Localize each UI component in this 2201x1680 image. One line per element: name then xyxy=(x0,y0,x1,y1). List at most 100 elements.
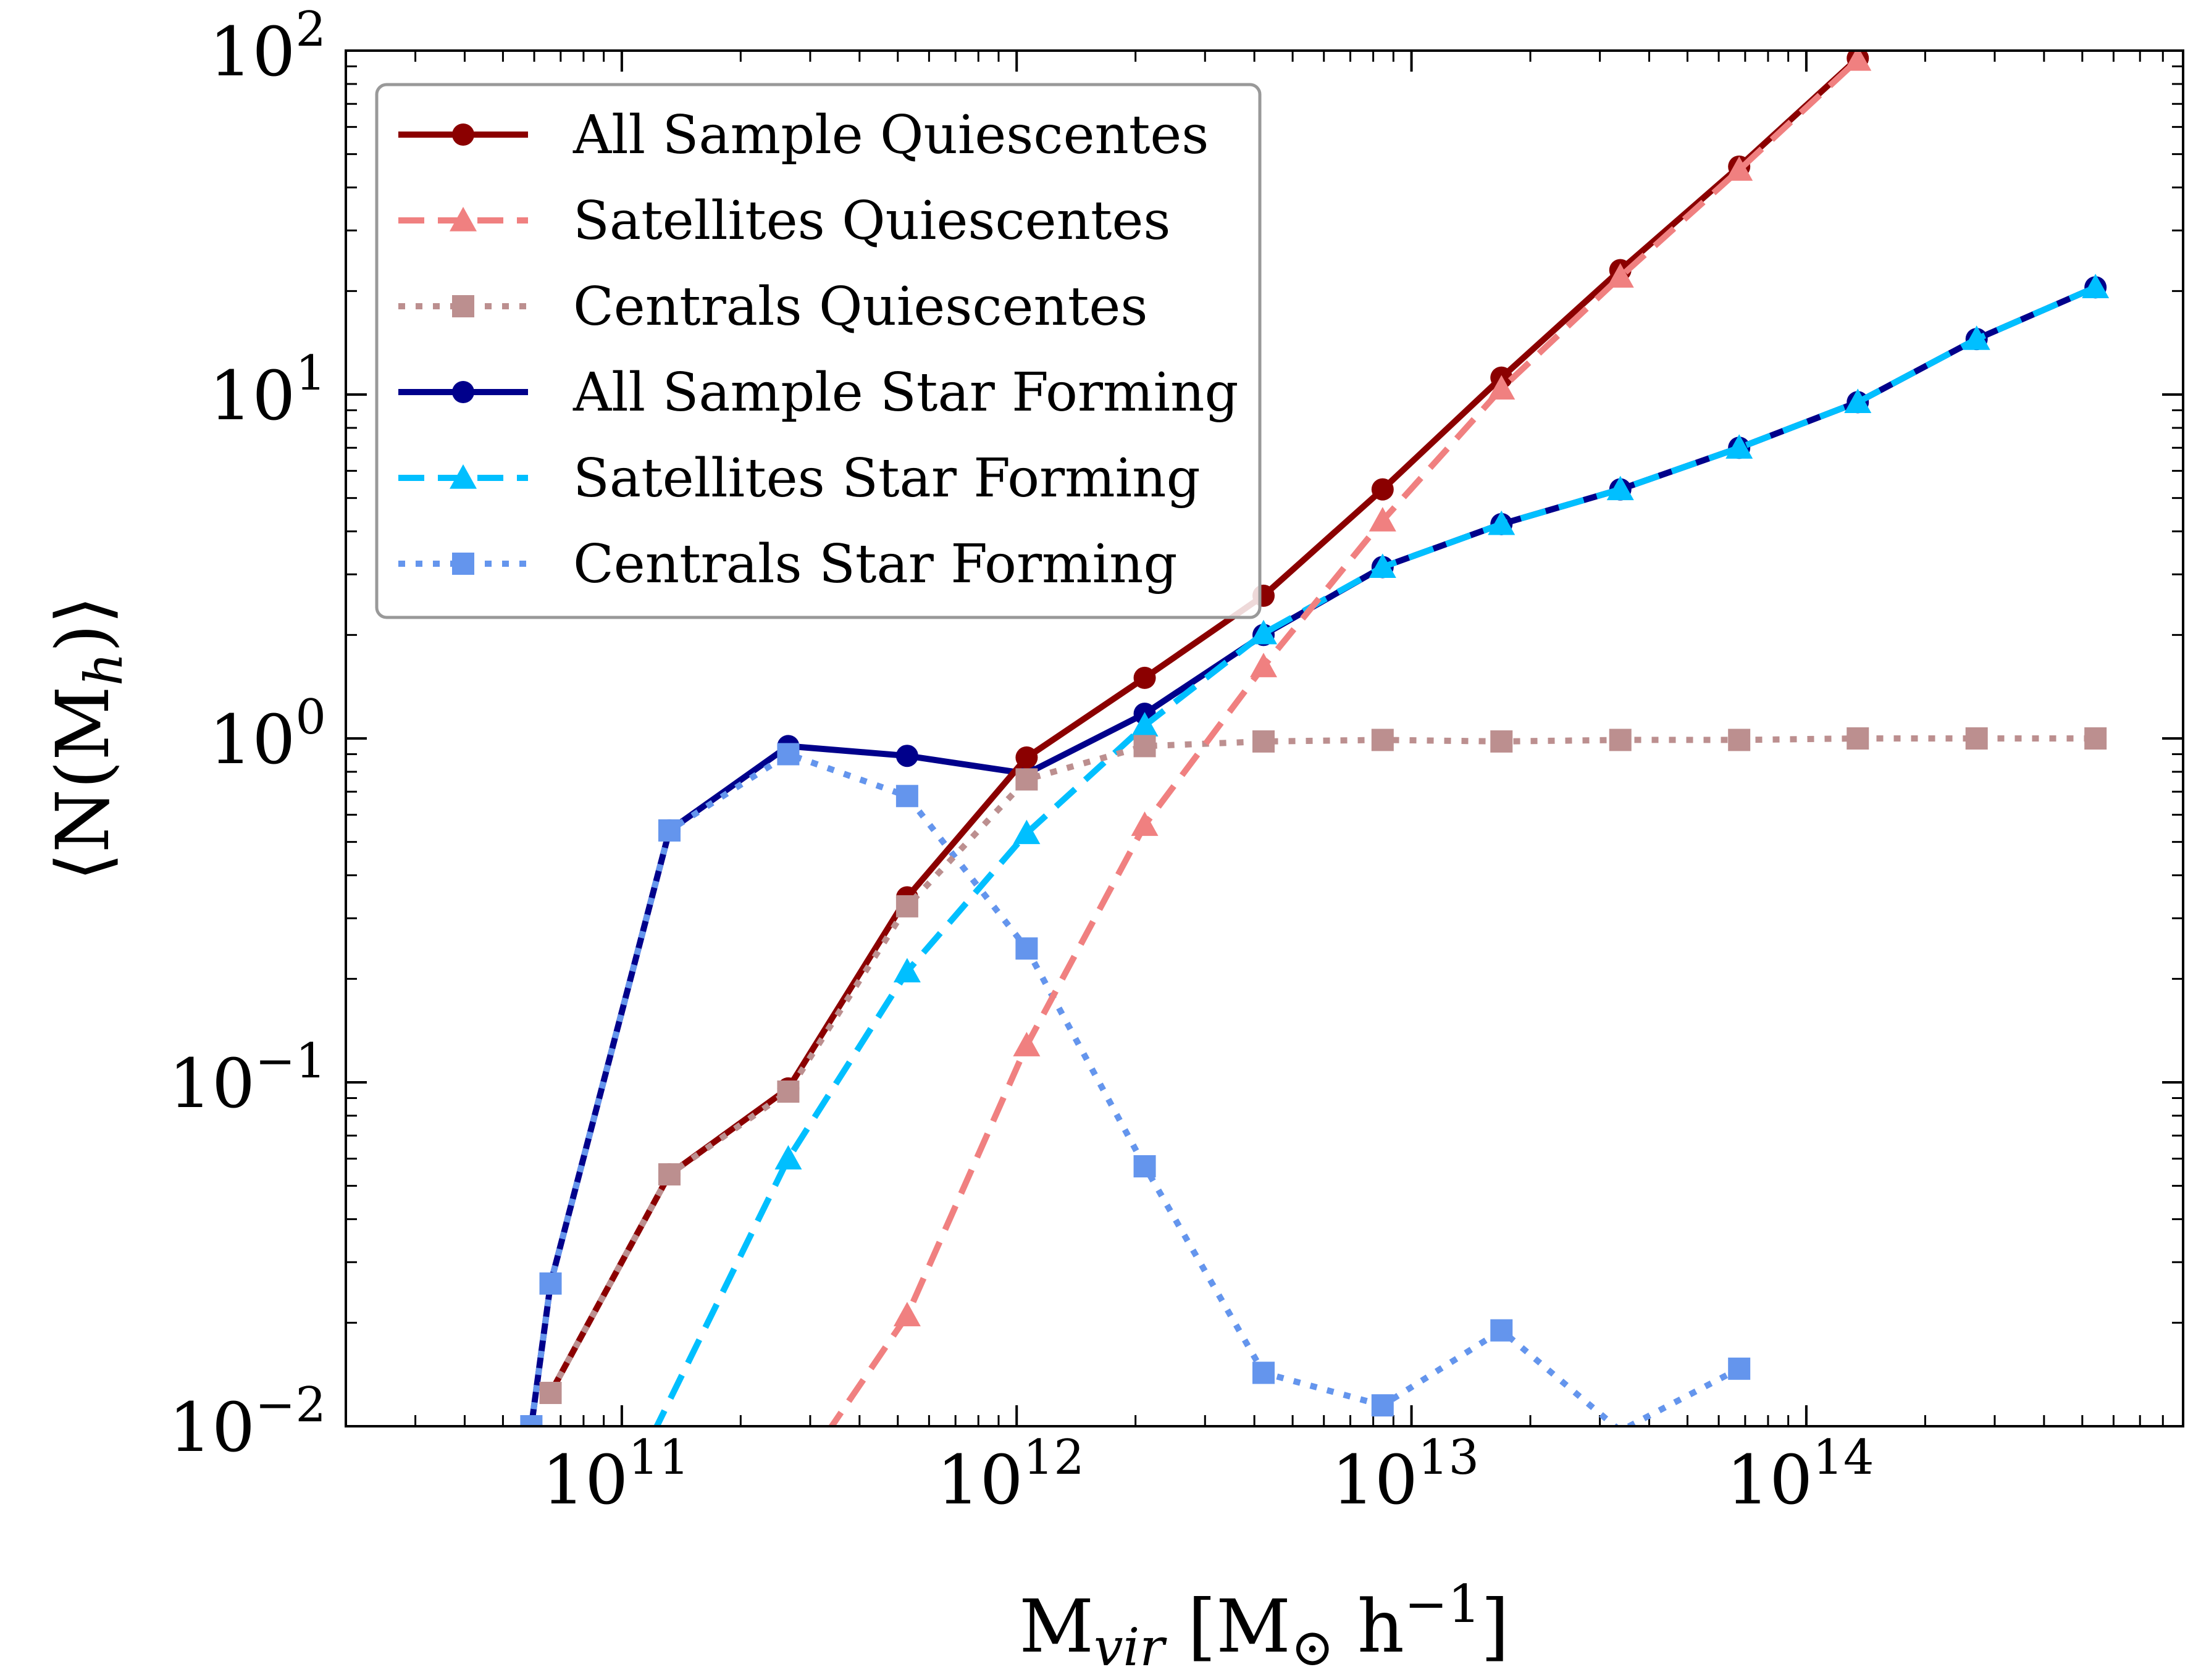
data-point xyxy=(1844,51,1872,71)
legend-entry: Satellites Quiescentes xyxy=(398,190,1171,252)
y-axis-sub: h xyxy=(73,653,134,686)
data-point xyxy=(1015,746,1038,769)
x-tick-exp: 13 xyxy=(1418,1430,1479,1486)
data-point xyxy=(2082,274,2110,298)
x-axis-h: h xyxy=(1334,1584,1404,1669)
y-tick-label: 10−2 xyxy=(169,1377,326,1467)
data-point xyxy=(1250,653,1278,677)
minor-ticks xyxy=(345,51,2184,1426)
y-tick-base: 10 xyxy=(209,700,295,779)
data-point xyxy=(1371,478,1394,501)
data-point xyxy=(658,819,681,842)
data-point xyxy=(895,785,918,808)
data-point xyxy=(777,1080,800,1103)
x-tick-label: 1013 xyxy=(1331,1430,1479,1519)
series-6 xyxy=(520,743,1751,1426)
legend-entry: Centrals Quiescentes xyxy=(398,276,1147,338)
series-layer xyxy=(520,51,2110,1426)
data-point xyxy=(1371,729,1394,751)
y-tick-base: 10 xyxy=(169,1044,255,1123)
y-tick-base: 10 xyxy=(209,12,295,91)
data-point xyxy=(1371,1394,1394,1417)
data-point xyxy=(1965,727,1988,750)
x-axis-sub: vir xyxy=(1094,1617,1167,1678)
y-tick-label: 102 xyxy=(209,2,326,91)
legend-label: Satellites Star Forming xyxy=(573,448,1201,509)
legend-marker xyxy=(452,553,474,575)
y-axis-title: ⟨N(Mh)⟩ xyxy=(40,596,134,881)
y-tick-exp: 0 xyxy=(295,690,326,745)
data-point xyxy=(1490,1319,1513,1342)
data-point xyxy=(1488,510,1516,535)
legend-label: Satellites Quiescentes xyxy=(573,190,1171,252)
legend: All Sample Quiescentes Satellites Quiesce… xyxy=(375,83,1262,619)
data-point xyxy=(777,743,800,766)
data-point xyxy=(1252,1361,1275,1384)
legend-marker xyxy=(452,123,474,146)
y-tick-exp: 1 xyxy=(295,346,326,401)
legend-label: All Sample Quiescentes xyxy=(572,104,1209,166)
legend-marker xyxy=(452,381,474,403)
data-point xyxy=(539,1382,562,1405)
x-axis-close: ] xyxy=(1481,1584,1509,1669)
data-point xyxy=(893,958,921,983)
data-point xyxy=(1131,811,1159,836)
legend-frame xyxy=(375,83,1262,619)
data-point xyxy=(658,1163,681,1186)
plot-frame xyxy=(345,49,2184,1427)
data-point xyxy=(1252,730,1275,753)
series-2 xyxy=(828,51,1872,1426)
x-axis-title: Mvir [M⊙ h−1] xyxy=(1019,1574,1509,1678)
data-point xyxy=(893,1302,921,1327)
data-point xyxy=(1844,388,1872,414)
legend-marker xyxy=(450,464,477,489)
data-point xyxy=(1015,768,1038,791)
y-tick-exp: −1 xyxy=(255,1034,326,1089)
x-axis-base: M xyxy=(1019,1584,1094,1669)
y-tick-exp: −2 xyxy=(255,1377,326,1433)
data-point xyxy=(1369,553,1396,579)
x-tick-exp: 14 xyxy=(1813,1430,1874,1486)
x-tick-exp: 12 xyxy=(1023,1430,1084,1486)
data-point xyxy=(1488,375,1516,400)
data-point xyxy=(520,1415,543,1426)
data-point xyxy=(1131,712,1159,737)
x-tick-exp: 11 xyxy=(628,1430,689,1486)
x-tick-base: 10 xyxy=(1331,1440,1418,1519)
y-tick-base: 10 xyxy=(169,1388,255,1467)
x-tick-label: 1014 xyxy=(1726,1430,1874,1519)
data-point xyxy=(1015,937,1038,960)
data-point xyxy=(1490,730,1513,753)
series-3 xyxy=(539,727,2107,1405)
legend-entry: Centrals Star Forming xyxy=(398,533,1178,595)
x-axis-rest: [M xyxy=(1165,1584,1291,1669)
legend-label: Centrals Quiescentes xyxy=(573,276,1147,338)
data-point xyxy=(1369,507,1396,532)
series-line xyxy=(528,751,1741,1426)
y-tick-exp: 2 xyxy=(295,2,326,57)
y-tick-label: 100 xyxy=(209,690,326,779)
x-tick-base: 10 xyxy=(542,1440,628,1519)
series-5 xyxy=(653,274,2110,1426)
x-tick-labels: 1011 1012 1013 1014 xyxy=(542,1430,1874,1519)
legend-entry: All Sample Quiescentes xyxy=(398,104,1209,166)
x-tick-base: 10 xyxy=(1726,1440,1813,1519)
legend-marker xyxy=(452,295,474,317)
data-point xyxy=(1725,434,1753,459)
series-line xyxy=(548,56,1860,1395)
data-point xyxy=(774,1145,802,1170)
x-axis-sun: ⊙ xyxy=(1291,1617,1334,1678)
data-point xyxy=(1133,1155,1156,1177)
data-point xyxy=(1847,727,1869,750)
data-point xyxy=(1606,263,1634,288)
x-axis-sup: −1 xyxy=(1404,1574,1481,1634)
legend-label: All Sample Star Forming xyxy=(572,362,1239,424)
series-line xyxy=(828,57,1860,1426)
x-tick-label: 1012 xyxy=(937,1430,1084,1519)
y-axis-close: )⟩ xyxy=(40,596,125,653)
data-point xyxy=(1013,1032,1041,1056)
data-point xyxy=(1728,729,1751,751)
data-point xyxy=(1606,475,1634,501)
